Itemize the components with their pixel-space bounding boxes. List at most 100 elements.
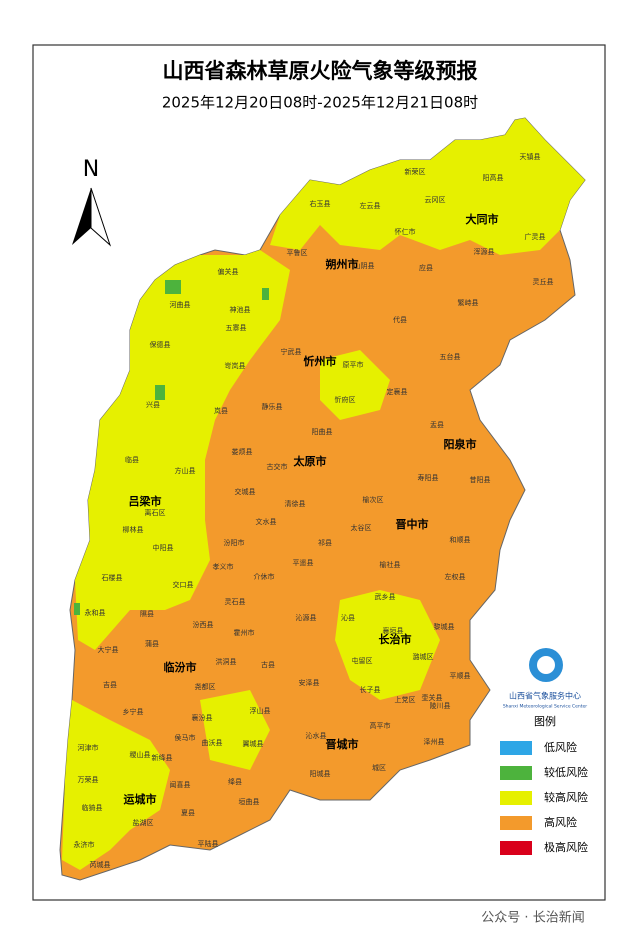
city-label: 大同市 bbox=[466, 212, 499, 226]
city-label: 长治市 bbox=[379, 632, 412, 646]
county-label: 柳林县 bbox=[123, 525, 144, 534]
county-label: 古交市 bbox=[267, 462, 288, 471]
legend-swatch bbox=[500, 841, 532, 855]
county-label: 吉县 bbox=[103, 681, 117, 689]
county-label: 潞城区 bbox=[413, 652, 434, 661]
subtitle: 2025年12月20日08时-2025年12月21日08时 bbox=[162, 94, 478, 112]
county-label: 定襄县 bbox=[387, 387, 408, 396]
county-label: 平鲁区 bbox=[287, 248, 308, 257]
county-label: 翼城县 bbox=[243, 740, 264, 748]
county-label: 阳曲县 bbox=[312, 427, 333, 436]
county-label: 夏县 bbox=[181, 809, 195, 817]
county-label: 浑源县 bbox=[474, 247, 495, 256]
county-label: 盂县 bbox=[430, 421, 444, 429]
county-label: 大宁县 bbox=[98, 645, 119, 654]
legend-swatch bbox=[500, 741, 532, 755]
county-label: 忻府区 bbox=[335, 395, 356, 404]
county-label: 盐湖区 bbox=[133, 818, 154, 827]
legend-label: 极高风险 bbox=[544, 840, 588, 854]
logo-icon-inner bbox=[537, 656, 555, 674]
county-label: 尧都区 bbox=[195, 682, 216, 691]
county-label: 灵丘县 bbox=[533, 277, 554, 286]
legend-title: 图例 bbox=[534, 714, 556, 728]
green-patch bbox=[155, 385, 165, 400]
county-label: 襄汾县 bbox=[192, 713, 213, 722]
county-label: 壶关县 bbox=[422, 693, 443, 702]
compass-label: N bbox=[83, 157, 99, 182]
county-label: 霍州市 bbox=[234, 628, 255, 637]
yellow-west bbox=[75, 250, 290, 650]
county-label: 武乡县 bbox=[375, 592, 396, 601]
city-label: 运城市 bbox=[124, 792, 157, 806]
county-label: 屯留区 bbox=[352, 656, 373, 665]
county-label: 娄烦县 bbox=[232, 447, 253, 456]
county-label: 介休市 bbox=[254, 572, 275, 581]
logo-name: 山西省气象服务中心 bbox=[509, 691, 581, 701]
legend-label: 高风险 bbox=[544, 815, 577, 829]
title: 山西省森林草原火险气象等级预报 bbox=[163, 59, 478, 83]
county-label: 临县 bbox=[125, 455, 139, 464]
green-patch bbox=[262, 288, 269, 300]
city-label: 晋城市 bbox=[326, 737, 359, 751]
county-label: 太谷区 bbox=[351, 523, 372, 532]
county-label: 上党区 bbox=[395, 695, 416, 704]
county-label: 祁县 bbox=[318, 538, 332, 547]
county-label: 宁武县 bbox=[281, 347, 302, 356]
county-label: 河曲县 bbox=[170, 300, 191, 309]
city-label: 吕梁市 bbox=[129, 494, 162, 508]
county-label: 永和县 bbox=[85, 608, 106, 617]
county-label: 临猗县 bbox=[82, 803, 103, 812]
county-label: 侯马市 bbox=[175, 733, 196, 742]
compass: N bbox=[72, 157, 112, 247]
county-label: 保德县 bbox=[150, 340, 171, 349]
county-label: 山阴县 bbox=[354, 261, 375, 270]
county-label: 曲沃县 bbox=[202, 738, 223, 747]
county-label: 静乐县 bbox=[262, 402, 283, 411]
county-label: 孝义市 bbox=[213, 562, 234, 571]
county-label: 河津市 bbox=[78, 743, 99, 752]
county-label: 襄垣县 bbox=[383, 626, 404, 635]
logo-name-en: Shanxi Meteorological Service Center bbox=[503, 704, 587, 710]
county-label: 汾西县 bbox=[193, 620, 214, 629]
legend-label: 低风险 bbox=[544, 740, 577, 754]
county-label: 古县 bbox=[261, 660, 275, 669]
county-label: 五台县 bbox=[440, 352, 461, 361]
county-label: 榆次区 bbox=[363, 495, 384, 504]
county-label: 方山县 bbox=[175, 466, 196, 475]
county-label: 灵石县 bbox=[225, 598, 246, 606]
county-label: 繁峙县 bbox=[458, 298, 479, 307]
green-patch bbox=[74, 603, 80, 615]
county-label: 阳城县 bbox=[310, 769, 331, 778]
county-label: 云冈区 bbox=[425, 196, 446, 204]
legend-swatch bbox=[500, 791, 532, 805]
county-label: 万荣县 bbox=[78, 775, 99, 784]
county-label: 泽州县 bbox=[424, 738, 445, 746]
county-label: 神池县 bbox=[230, 305, 251, 314]
county-label: 右玉县 bbox=[310, 199, 331, 208]
green-patch bbox=[165, 280, 181, 294]
county-label: 和顺县 bbox=[450, 535, 471, 544]
county-label: 兴县 bbox=[146, 400, 160, 409]
county-label: 新荣区 bbox=[405, 167, 426, 176]
county-label: 五寨县 bbox=[226, 323, 247, 332]
county-label: 寿阳县 bbox=[418, 473, 439, 482]
arrow-left bbox=[72, 188, 91, 245]
yellow-south-mid bbox=[200, 690, 270, 770]
county-label: 汾阳市 bbox=[224, 538, 245, 547]
city-label: 忻州市 bbox=[304, 354, 337, 368]
county-label: 石楼县 bbox=[102, 573, 123, 582]
legend-swatch bbox=[500, 766, 532, 780]
city-label: 阳泉市 bbox=[444, 437, 477, 451]
county-label: 平顺县 bbox=[450, 672, 471, 680]
yellow-south-west bbox=[62, 700, 170, 870]
county-label: 应县 bbox=[419, 263, 433, 272]
city-label: 晋中市 bbox=[396, 517, 429, 531]
county-label: 稷山县 bbox=[130, 750, 151, 759]
county-label: 乡宁县 bbox=[123, 707, 144, 716]
county-label: 沁源县 bbox=[296, 613, 317, 622]
yellow-north bbox=[270, 118, 585, 255]
legend: 山西省气象服务中心 Shanxi Meteorological Service … bbox=[500, 648, 588, 855]
legend-label: 较高风险 bbox=[544, 790, 588, 804]
